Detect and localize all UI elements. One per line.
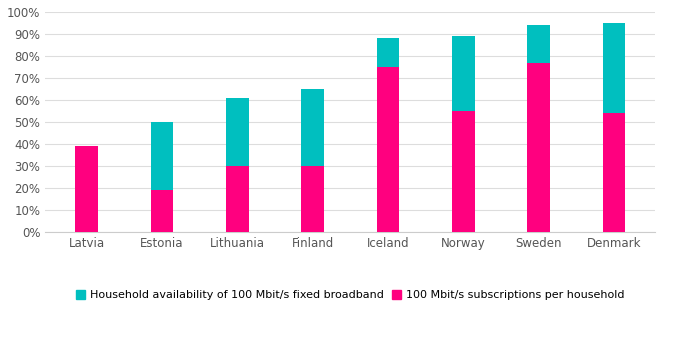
Bar (226, 98, 249, 166)
Bar (301, 89, 324, 166)
Bar (75, 146, 98, 232)
Bar (377, 38, 399, 67)
Bar (151, 190, 174, 232)
Bar (603, 23, 625, 113)
Bar (527, 25, 550, 62)
Legend: Household availability of 100 Mbit/s fixed broadband, 100 Mbit/s subscriptions p: Household availability of 100 Mbit/s fix… (72, 286, 629, 305)
Bar (452, 111, 475, 232)
Bar (527, 62, 550, 232)
Bar (226, 166, 249, 232)
Bar (603, 113, 625, 232)
Bar (301, 166, 324, 232)
Bar (151, 122, 174, 190)
Bar (452, 36, 475, 111)
Bar (377, 67, 399, 232)
